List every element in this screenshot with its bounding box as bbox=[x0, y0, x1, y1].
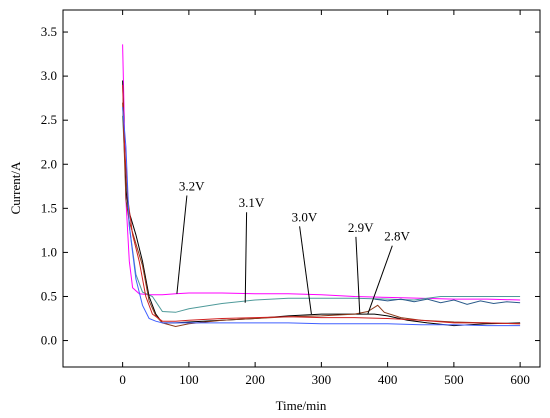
annotation-label-2: 3.1V bbox=[239, 195, 265, 210]
annotation-label-5: 2.8V bbox=[384, 229, 410, 244]
annotation-leader-4 bbox=[355, 236, 361, 315]
x-tick-label-3: 300 bbox=[312, 372, 332, 387]
x-tick-label-2: 200 bbox=[245, 372, 265, 387]
series-line-6 bbox=[122, 84, 521, 325]
y-tick-label-4: 2.0 bbox=[41, 156, 57, 171]
y-tick-label-7: 3.5 bbox=[41, 24, 57, 39]
y-tick-label-2: 1.0 bbox=[41, 244, 57, 259]
annotation-label-4: 2.9V bbox=[348, 220, 374, 235]
annotation-leader-3 bbox=[299, 226, 312, 315]
series-line-1 bbox=[122, 44, 521, 301]
y-tick-label-6: 3.0 bbox=[41, 68, 57, 83]
x-axis: 0 100 200 300 400 500 600 bbox=[119, 10, 530, 387]
series-line-3 bbox=[374, 298, 521, 305]
annotation-leader-1 bbox=[176, 195, 188, 294]
annotation-leader-2 bbox=[244, 212, 248, 303]
x-axis-title: Time/min bbox=[276, 398, 327, 413]
annotation-layer: 3.2V 3.1V 3.0V 2.9V 2.8V bbox=[176, 179, 411, 315]
annotation-label-1: 3.2V bbox=[179, 179, 205, 194]
x-tick-label-6: 600 bbox=[510, 372, 530, 387]
y-tick-label-5: 2.5 bbox=[41, 112, 57, 127]
y-tick-label-0: 0.0 bbox=[41, 333, 57, 348]
x-tick-label-1: 100 bbox=[179, 372, 199, 387]
annotation-leader-5 bbox=[367, 245, 393, 315]
annotation-label-3: 3.0V bbox=[292, 209, 318, 224]
y-tick-label-3: 1.5 bbox=[41, 200, 57, 215]
series-line-7 bbox=[122, 106, 521, 327]
series-layer bbox=[122, 44, 521, 328]
x-tick-label-4: 400 bbox=[378, 372, 398, 387]
y-axis-title: Current/A bbox=[8, 161, 23, 214]
plot-frame bbox=[62, 9, 541, 368]
y-axis: 0.0 0.5 1.0 1.5 2.0 2.5 3.0 3.5 bbox=[41, 24, 540, 348]
x-tick-label-5: 500 bbox=[444, 372, 464, 387]
x-tick-label-0: 0 bbox=[119, 372, 126, 387]
series-line-5 bbox=[122, 102, 521, 328]
series-line-2 bbox=[122, 115, 521, 313]
y-tick-label-1: 0.5 bbox=[41, 288, 57, 303]
